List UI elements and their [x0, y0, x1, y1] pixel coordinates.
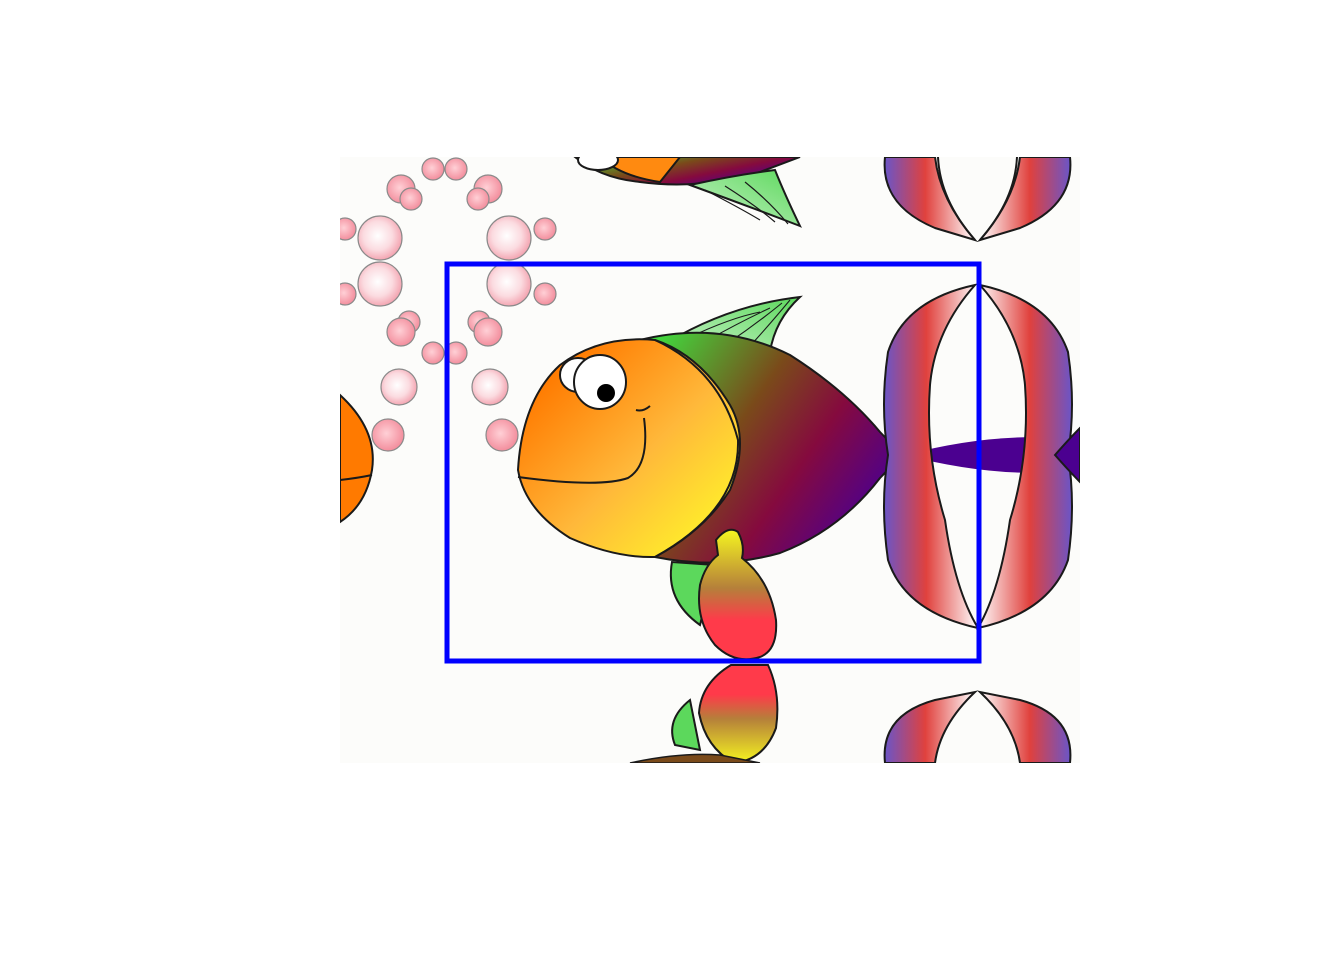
- fish-partial-left: [340, 393, 374, 524]
- fish-eye: [559, 354, 627, 410]
- fish-smile: [517, 417, 647, 484]
- fish-partial-top: [573, 157, 802, 228]
- tail-partial-bottom: [883, 690, 1072, 763]
- main-fish: [516, 295, 907, 661]
- tail-main: [883, 283, 1080, 630]
- pattern-tile: [340, 157, 1080, 763]
- fin-partial-bottom: [629, 664, 779, 763]
- fish-head: [516, 338, 741, 559]
- selection-box[interactable]: [444, 261, 982, 664]
- bubbles-cluster: [340, 157, 557, 452]
- pectoral-fin: [698, 528, 778, 661]
- tail-partial-top: [883, 157, 1072, 242]
